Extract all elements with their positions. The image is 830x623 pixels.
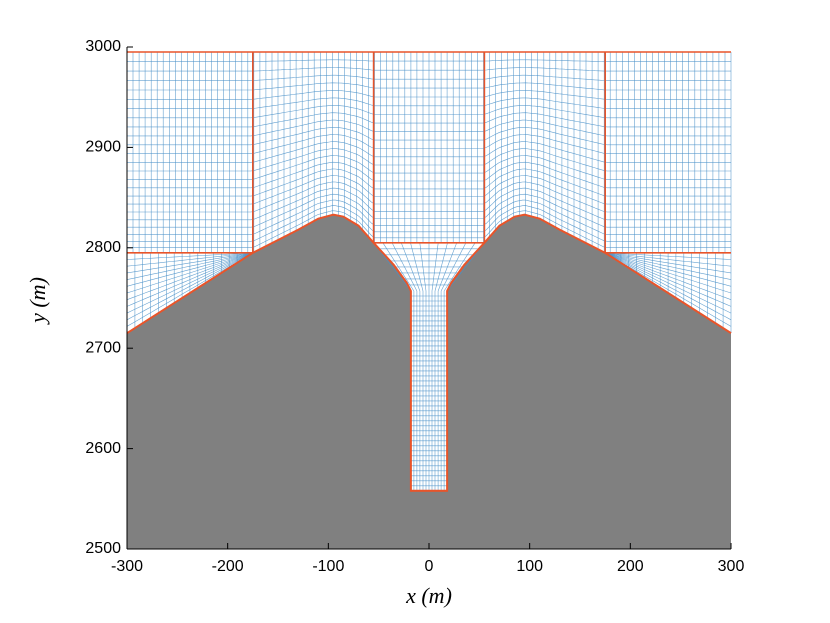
mesh-line [605, 252, 732, 260]
mesh-line [605, 252, 732, 274]
mesh-line [126, 252, 253, 294]
x-tick-label: -100 [312, 558, 344, 575]
y-tick-label: 2700 [85, 339, 121, 356]
mesh-line [127, 127, 731, 146]
terrain [127, 214, 731, 549]
mesh-line [127, 82, 731, 91]
x-tick-label: 200 [617, 558, 644, 575]
mesh-line [127, 141, 731, 163]
mesh-line [126, 252, 253, 267]
x-tick-label: 300 [718, 558, 745, 575]
mesh-line [127, 90, 731, 100]
mesh-line [127, 155, 731, 180]
mesh-line [127, 112, 731, 128]
mesh-line [605, 252, 732, 287]
x-tick-label: -300 [111, 558, 143, 575]
mesh-line [127, 59, 731, 62]
mesh-line [127, 175, 731, 205]
y-tick-label: 2500 [85, 540, 121, 557]
mesh-line [605, 252, 732, 307]
x-tick-label: -200 [212, 558, 244, 575]
mesh-line [127, 148, 731, 172]
mesh-line [126, 252, 253, 287]
mesh-line [127, 105, 731, 119]
mesh-line [605, 252, 732, 314]
mesh-line [127, 161, 731, 189]
mesh-line [605, 252, 732, 321]
mesh-line [127, 210, 731, 248]
mesh-line [127, 199, 731, 235]
y-tick-label: 2800 [85, 239, 121, 256]
mesh-line [605, 252, 732, 267]
mesh-line [127, 97, 731, 109]
y-tick-label: 2600 [85, 440, 121, 457]
x-tick-label: 0 [425, 558, 434, 575]
mesh-line [605, 252, 732, 300]
mesh-line [127, 74, 731, 81]
mesh-line [127, 134, 731, 154]
mesh-line [127, 119, 731, 137]
mesh-line [127, 181, 731, 213]
mesh-line [605, 252, 732, 294]
mesh-line [127, 67, 731, 72]
x-tick-label: 100 [516, 558, 543, 575]
mesh-line [127, 168, 731, 197]
mesh-line [126, 252, 253, 307]
mesh-line [126, 252, 253, 274]
mesh-line [126, 252, 253, 260]
mesh-line [127, 193, 731, 228]
mesh-line [126, 252, 253, 300]
mesh-line [605, 252, 732, 280]
mesh-line [126, 252, 253, 280]
y-tick-label: 2900 [85, 139, 121, 156]
mesh-line [127, 187, 731, 221]
y-axis-label: y (m) [25, 277, 50, 325]
mesh-line [126, 252, 253, 314]
x-axis-label: x (m) [405, 583, 452, 608]
mesh-line [127, 205, 731, 242]
mesh-line [126, 252, 253, 321]
y-tick-label: 3000 [85, 38, 121, 55]
